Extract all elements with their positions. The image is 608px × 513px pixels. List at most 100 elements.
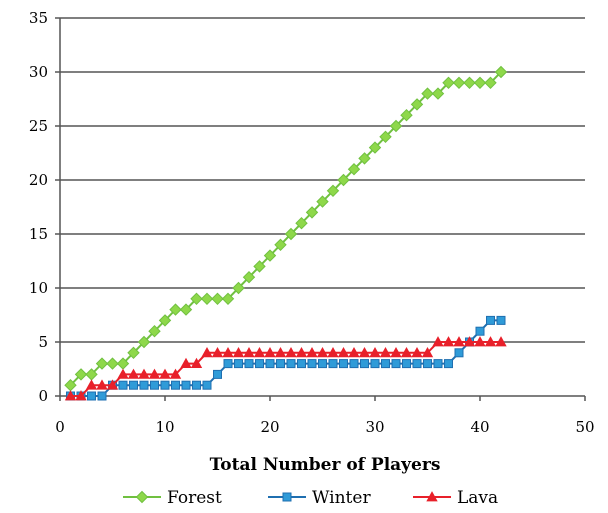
data-point xyxy=(106,357,119,370)
legend: Forest Winter Lava xyxy=(123,488,498,508)
data-point xyxy=(148,324,161,338)
data-point xyxy=(127,346,140,360)
data-point xyxy=(433,359,443,369)
data-point xyxy=(117,368,129,379)
data-point xyxy=(192,380,201,390)
data-point xyxy=(286,359,296,369)
data-point xyxy=(211,292,224,306)
data-point xyxy=(232,281,245,295)
data-point xyxy=(411,346,423,358)
data-point xyxy=(412,359,422,369)
data-point xyxy=(276,359,285,369)
data-point xyxy=(337,346,350,358)
legend-item-winter: Winter xyxy=(268,488,371,508)
data-point xyxy=(255,359,264,369)
data-point xyxy=(234,359,243,369)
data-point xyxy=(391,359,401,369)
data-point xyxy=(285,346,297,358)
series-line xyxy=(69,71,502,386)
data-point xyxy=(463,76,476,90)
data-point xyxy=(316,195,329,208)
x-tick-label: 20 xyxy=(260,418,279,436)
data-point xyxy=(454,348,464,358)
data-point xyxy=(118,380,128,390)
y-tick-label: 5 xyxy=(38,333,48,351)
data-point xyxy=(390,346,402,358)
y-tick-label: 30 xyxy=(29,63,48,81)
data-point xyxy=(318,359,327,369)
series-winter xyxy=(66,315,506,401)
data-point xyxy=(96,379,108,390)
y-tick-label: 35 xyxy=(29,9,48,27)
data-point xyxy=(243,346,255,358)
y-tick-label: 20 xyxy=(29,171,48,189)
data-point xyxy=(400,108,413,122)
data-point xyxy=(75,390,87,401)
series-forest xyxy=(64,65,508,392)
data-point xyxy=(358,346,371,358)
data-point xyxy=(169,368,182,379)
data-point xyxy=(473,76,487,90)
data-point xyxy=(484,76,497,90)
data-point xyxy=(74,368,88,381)
data-point xyxy=(444,359,453,369)
y-axis-ticks: 0 5 10 15 20 25 30 35 xyxy=(29,9,60,405)
data-point xyxy=(432,336,444,347)
data-point xyxy=(495,336,507,347)
data-point xyxy=(221,292,235,306)
data-point xyxy=(180,357,192,369)
data-point xyxy=(410,98,424,111)
x-axis-ticks: 0 10 20 30 40 50 xyxy=(55,396,595,436)
data-point xyxy=(242,270,256,284)
data-point xyxy=(295,216,308,230)
data-point xyxy=(463,336,476,347)
data-point xyxy=(358,152,371,165)
data-point xyxy=(202,380,212,390)
data-point xyxy=(297,359,306,369)
data-point xyxy=(316,346,329,358)
data-point xyxy=(453,336,465,347)
data-point xyxy=(169,303,182,316)
data-point xyxy=(85,379,98,390)
data-point xyxy=(400,346,413,358)
data-point xyxy=(127,368,140,379)
data-point xyxy=(181,380,191,390)
x-tick-label: 30 xyxy=(365,418,384,436)
data-point xyxy=(431,87,445,100)
data-point xyxy=(379,346,392,358)
data-point xyxy=(150,380,159,390)
data-point xyxy=(213,369,222,379)
data-point xyxy=(244,359,254,369)
data-point xyxy=(421,87,434,100)
data-point xyxy=(284,227,298,241)
axes xyxy=(59,18,585,397)
data-point xyxy=(158,314,172,327)
data-point xyxy=(328,359,338,369)
data-point xyxy=(159,368,171,379)
gridlines xyxy=(60,17,585,343)
legend-marker xyxy=(282,492,292,502)
data-point xyxy=(160,380,170,390)
x-tick-label: 50 xyxy=(575,418,594,436)
data-point xyxy=(307,359,317,369)
x-tick-label: 10 xyxy=(155,418,174,436)
data-point xyxy=(265,359,275,369)
data-point xyxy=(305,206,319,219)
data-point xyxy=(201,346,213,358)
data-point xyxy=(486,315,495,325)
data-point xyxy=(442,76,455,90)
data-point xyxy=(190,357,203,369)
data-point xyxy=(337,173,350,187)
data-point xyxy=(87,391,96,401)
legend-marker xyxy=(426,491,438,502)
x-tick-label: 0 xyxy=(55,418,65,436)
data-point xyxy=(442,336,455,347)
legend-label: Forest xyxy=(167,488,222,508)
data-point xyxy=(211,346,224,358)
data-point xyxy=(369,346,381,358)
y-tick-label: 25 xyxy=(29,117,48,135)
series-lava xyxy=(64,336,507,401)
legend-label: Winter xyxy=(312,488,371,508)
data-point xyxy=(368,141,382,154)
data-point xyxy=(97,391,107,401)
